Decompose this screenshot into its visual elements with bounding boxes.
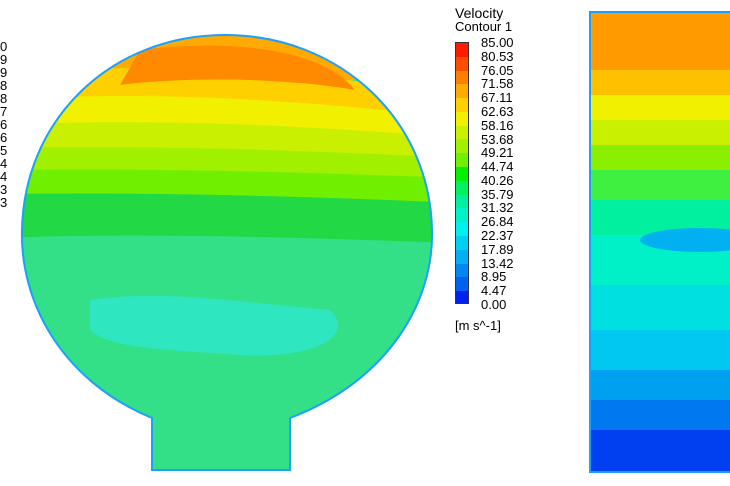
colorbar-segment xyxy=(456,167,468,181)
cut-legend-digit: 3 xyxy=(0,185,8,195)
colorbar-tick-label: 8.95 xyxy=(481,269,507,285)
cut-legend-digit: 6 xyxy=(0,120,8,130)
colorbar-segment xyxy=(456,180,468,195)
colorbar-tick-label: 22.37 xyxy=(481,228,514,244)
legend-subtitle: Contour 1 xyxy=(455,19,513,34)
colorbar-tick-label: 44.74 xyxy=(481,159,514,175)
colorbar-tick-label: 49.21 xyxy=(481,145,514,161)
colorbar-tick-label: 53.68 xyxy=(481,131,514,147)
colorbar-segment xyxy=(456,139,468,154)
colorbar-segment xyxy=(456,43,468,57)
colorbar-tick-label: 85.00 xyxy=(481,35,514,50)
colorbar-tick-label: 62.63 xyxy=(481,103,514,119)
cut-legend-digit: 4 xyxy=(0,159,8,169)
cut-legend-digit: 8 xyxy=(0,81,8,91)
colorbar-tick-label: 13.42 xyxy=(481,255,514,271)
cut-legend-digit: 7 xyxy=(0,107,8,117)
cut-legend-digit: 3 xyxy=(0,198,8,208)
colorbar-segment xyxy=(456,194,468,209)
colorbar-tick-label: 31.32 xyxy=(481,200,514,216)
colorbar-segment xyxy=(456,84,468,99)
colorbar-tick-label: 4.47 xyxy=(481,283,507,299)
colorbar-segment xyxy=(456,222,468,236)
cut-legend-digit: 6 xyxy=(0,133,8,143)
colorbar-tick-label: 40.26 xyxy=(481,172,514,188)
colorbar-segment xyxy=(456,263,468,278)
colorbar xyxy=(455,42,469,304)
colorbar-segment xyxy=(456,111,468,126)
colorbar-tick-label: 76.05 xyxy=(481,62,514,78)
cut-legend-digit: 8 xyxy=(0,94,8,104)
legend-units: [m s^-1] xyxy=(455,318,501,333)
colorbar-segment xyxy=(456,70,468,85)
colorbar-segment xyxy=(456,249,468,264)
colorbar-segment xyxy=(456,98,468,112)
colorbar-segment xyxy=(456,277,468,292)
cut-legend-digit: 9 xyxy=(0,68,8,78)
colorbar-tick-label: 0.00 xyxy=(481,297,507,312)
cut-legend-digit: 9 xyxy=(0,55,8,65)
colorbar-segment xyxy=(456,56,468,71)
colorbar-tick-label: 35.79 xyxy=(481,186,514,202)
colorbar-tick-label: 67.11 xyxy=(481,90,513,106)
colorbar-tick-label: 58.16 xyxy=(481,117,514,133)
colorbar-segment xyxy=(456,235,468,250)
cut-legend-digit: 0 xyxy=(0,42,8,52)
cut-legend-digit: 5 xyxy=(0,146,8,156)
rect-domain xyxy=(589,11,730,473)
colorbar-segment xyxy=(456,125,468,140)
colorbar-segment xyxy=(456,208,468,223)
legend-title: Velocity xyxy=(455,5,504,21)
colorbar-segment xyxy=(456,153,468,168)
cut-legend-digit: 4 xyxy=(0,172,8,182)
colorbar-tick-label: 17.89 xyxy=(481,241,514,257)
bulb-domain xyxy=(20,33,434,471)
colorbar-tick-label: 80.53 xyxy=(481,48,514,64)
colorbar-segment xyxy=(456,291,468,303)
colorbar-tick-label: 71.58 xyxy=(481,76,514,92)
colorbar-tick-label: 26.84 xyxy=(481,214,514,230)
